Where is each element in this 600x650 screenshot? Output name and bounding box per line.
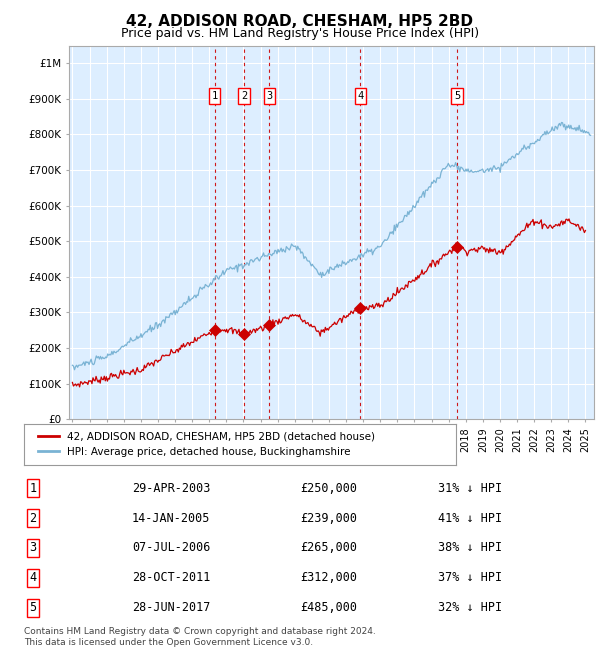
Text: 5: 5 bbox=[29, 601, 37, 614]
Text: £312,000: £312,000 bbox=[300, 571, 357, 584]
Text: 32% ↓ HPI: 32% ↓ HPI bbox=[438, 601, 502, 614]
Text: 28-JUN-2017: 28-JUN-2017 bbox=[132, 601, 211, 614]
Text: 42, ADDISON ROAD, CHESHAM, HP5 2BD: 42, ADDISON ROAD, CHESHAM, HP5 2BD bbox=[127, 14, 473, 29]
Text: 3: 3 bbox=[266, 91, 272, 101]
Text: £265,000: £265,000 bbox=[300, 541, 357, 554]
Text: £485,000: £485,000 bbox=[300, 601, 357, 614]
Text: 29-APR-2003: 29-APR-2003 bbox=[132, 482, 211, 495]
Text: 4: 4 bbox=[357, 91, 364, 101]
Text: 1: 1 bbox=[29, 482, 37, 495]
Legend: 42, ADDISON ROAD, CHESHAM, HP5 2BD (detached house), HPI: Average price, detache: 42, ADDISON ROAD, CHESHAM, HP5 2BD (deta… bbox=[34, 428, 379, 461]
Text: 41% ↓ HPI: 41% ↓ HPI bbox=[438, 512, 502, 525]
Text: £239,000: £239,000 bbox=[300, 512, 357, 525]
Text: 31% ↓ HPI: 31% ↓ HPI bbox=[438, 482, 502, 495]
Text: £250,000: £250,000 bbox=[300, 482, 357, 495]
Text: 4: 4 bbox=[29, 571, 37, 584]
Text: 07-JUL-2006: 07-JUL-2006 bbox=[132, 541, 211, 554]
Text: 38% ↓ HPI: 38% ↓ HPI bbox=[438, 541, 502, 554]
Text: Contains HM Land Registry data © Crown copyright and database right 2024.
This d: Contains HM Land Registry data © Crown c… bbox=[24, 627, 376, 647]
Text: 3: 3 bbox=[29, 541, 37, 554]
Text: 2: 2 bbox=[29, 512, 37, 525]
Text: 28-OCT-2011: 28-OCT-2011 bbox=[132, 571, 211, 584]
Text: 14-JAN-2005: 14-JAN-2005 bbox=[132, 512, 211, 525]
Text: 2: 2 bbox=[241, 91, 247, 101]
Text: 37% ↓ HPI: 37% ↓ HPI bbox=[438, 571, 502, 584]
Text: Price paid vs. HM Land Registry's House Price Index (HPI): Price paid vs. HM Land Registry's House … bbox=[121, 27, 479, 40]
Text: 5: 5 bbox=[454, 91, 460, 101]
Text: 1: 1 bbox=[212, 91, 218, 101]
